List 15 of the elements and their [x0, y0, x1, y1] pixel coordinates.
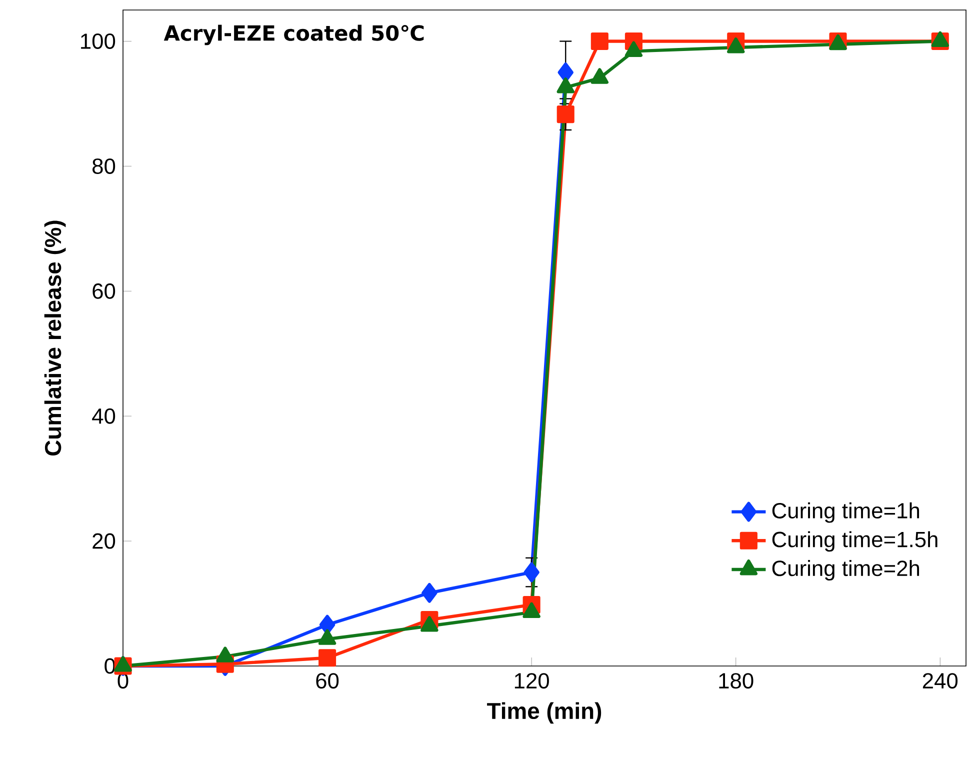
y-tick-label: 20 — [92, 533, 116, 549]
y-axis-title: Cumlative release (%) — [44, 220, 66, 456]
x-tick-label: 180 — [719, 673, 754, 689]
legend-label: Curing time=2h — [772, 560, 920, 580]
x-tick-label: 120 — [514, 673, 549, 689]
y-tick-label: 80 — [92, 158, 116, 174]
legend-label: Curing time=1h — [772, 502, 920, 523]
y-tick-label: 60 — [92, 283, 116, 299]
text: Acryl-EZE coated 50℃ — [164, 24, 424, 46]
x-tick-label: 60 — [316, 673, 339, 689]
y-tick-label: 100 — [81, 33, 116, 49]
x-axis-title: Time (min) — [487, 702, 602, 724]
legend-label: Curing time=1.5h — [772, 531, 938, 552]
x-tick-label: 240 — [922, 673, 958, 689]
y-tick-label: 40 — [92, 408, 116, 424]
